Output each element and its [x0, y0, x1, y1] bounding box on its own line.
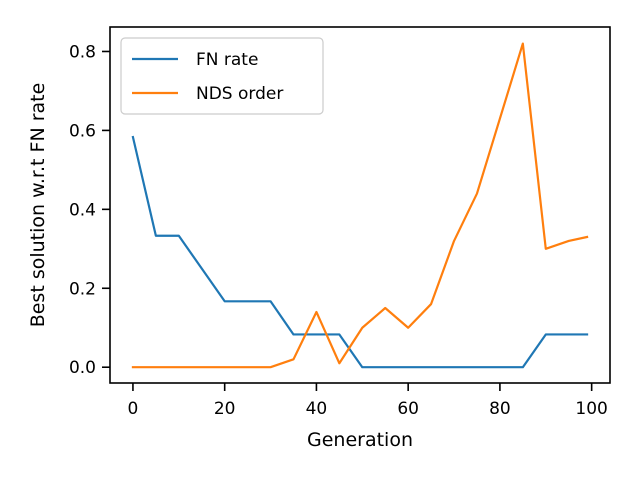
x-tick-label: 80: [489, 399, 511, 419]
y-tick-label: 0.4: [69, 200, 96, 220]
series-line-1: [131, 135, 589, 369]
x-tick-label: 20: [214, 399, 236, 419]
y-tick-label: 0.0: [69, 358, 96, 378]
plot-area: [131, 42, 589, 369]
y-tick-label: 0.6: [69, 121, 96, 141]
x-tick-label: 60: [397, 399, 419, 419]
legend-box: [120, 37, 324, 115]
axes: 0 20 40 60 80 100 0.0 0.2 0.4 0.6 0.8: [69, 26, 611, 419]
x-tick-label: 100: [575, 399, 607, 419]
legend: FN rate NDS order: [120, 37, 324, 115]
x-tick-label: 40: [306, 399, 328, 419]
axes-frame: [109, 26, 611, 384]
y-axis-label: Best solution w.r.t FN rate: [27, 83, 49, 328]
x-tick-label: 0: [128, 399, 139, 419]
y-tick-label: 0.2: [69, 279, 96, 299]
legend-label-1: FN rate: [196, 50, 258, 70]
y-tick-label: 0.8: [69, 42, 96, 62]
legend-label-2: NDS order: [196, 84, 283, 104]
series-line-2: [131, 42, 589, 369]
x-axis-label: Generation: [307, 429, 413, 451]
